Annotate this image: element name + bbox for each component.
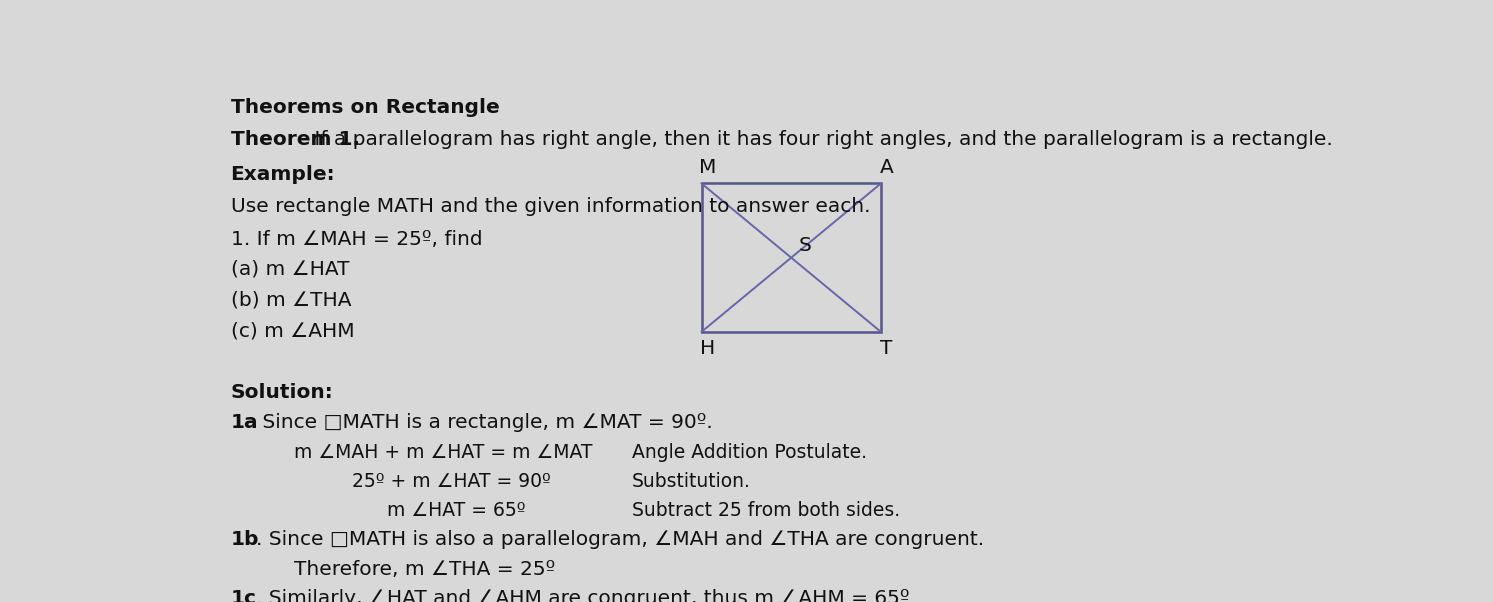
- Text: Theorems on Rectangle: Theorems on Rectangle: [230, 98, 499, 117]
- Text: (a) m ∠HAT: (a) m ∠HAT: [230, 260, 349, 279]
- Text: M: M: [699, 158, 717, 176]
- Text: If a parallelogram has right angle, then it has four right angles, and the paral: If a parallelogram has right angle, then…: [308, 130, 1333, 149]
- Text: Since □MATH is a rectangle, m ∠MAT = 90º.: Since □MATH is a rectangle, m ∠MAT = 90º…: [255, 413, 712, 432]
- Text: 1b: 1b: [230, 530, 260, 549]
- Text: Solution:: Solution:: [230, 383, 333, 402]
- Text: T: T: [881, 339, 893, 358]
- Text: . Since □MATH is also a parallelogram, ∠MAH and ∠THA are congruent.: . Since □MATH is also a parallelogram, ∠…: [255, 530, 984, 549]
- Bar: [702, 184, 881, 332]
- Text: Angle Addition Postulate.: Angle Addition Postulate.: [632, 443, 867, 462]
- Text: Therefore, m ∠THA = 25º: Therefore, m ∠THA = 25º: [294, 560, 555, 579]
- Text: m ∠HAT = 65º: m ∠HAT = 65º: [387, 501, 526, 520]
- Text: Example:: Example:: [230, 165, 336, 184]
- Text: 25º + m ∠HAT = 90º: 25º + m ∠HAT = 90º: [352, 472, 551, 491]
- Text: m ∠MAH + m ∠HAT = m ∠MAT: m ∠MAH + m ∠HAT = m ∠MAT: [294, 443, 593, 462]
- Text: 1. If m ∠MAH = 25º, find: 1. If m ∠MAH = 25º, find: [230, 230, 482, 249]
- Text: H: H: [700, 339, 715, 358]
- Text: Use rectangle MATH and the given information to answer each.: Use rectangle MATH and the given informa…: [230, 197, 870, 216]
- Text: Theorem 1.: Theorem 1.: [230, 130, 360, 149]
- Text: (c) m ∠AHM: (c) m ∠AHM: [230, 321, 354, 341]
- Text: . Similarly, ∠HAT and ∠AHM are congruent, thus m ∠AHM = 65º: . Similarly, ∠HAT and ∠AHM are congruent…: [255, 589, 909, 602]
- Text: S: S: [799, 237, 812, 255]
- Text: A: A: [879, 158, 893, 176]
- Text: 1a: 1a: [230, 413, 258, 432]
- Text: 1c: 1c: [230, 589, 257, 602]
- Text: Substitution.: Substitution.: [632, 472, 751, 491]
- Text: (b) m ∠THA: (b) m ∠THA: [230, 290, 351, 309]
- Text: Subtract 25 from both sides.: Subtract 25 from both sides.: [632, 501, 900, 520]
